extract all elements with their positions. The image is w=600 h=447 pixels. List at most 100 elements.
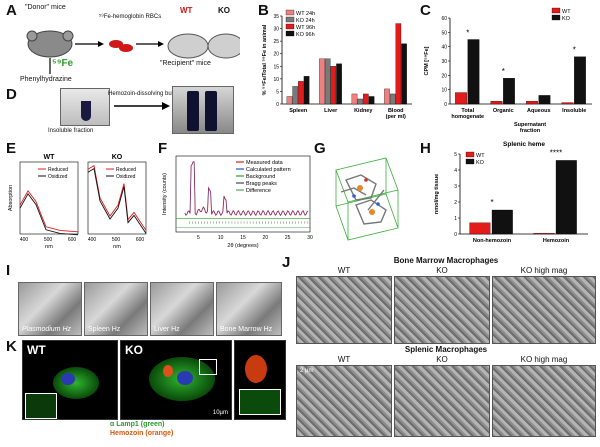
fe-label: ⁵⁹Fe: [52, 58, 74, 69]
series-line: [19, 189, 79, 233]
legend-label: KO: [476, 160, 485, 166]
category-label: Kidney: [354, 108, 373, 114]
group-label: Supernatant: [514, 122, 546, 128]
category-label: (per ml): [386, 114, 406, 120]
bm-col-ko-high: KO high mag: [520, 266, 568, 275]
series-line: [87, 164, 147, 231]
legend-swatch: [551, 7, 561, 14]
significance-mark: *: [490, 198, 493, 207]
bar: [319, 58, 325, 105]
bar: [526, 100, 538, 105]
significance-mark: *: [466, 29, 469, 38]
legend-label: Difference: [246, 188, 271, 194]
legend-label: WT 24h: [296, 11, 315, 17]
ko-recipient-label: KO: [218, 6, 230, 15]
y-axis-label: % ⁵⁹Fe/Total ⁵⁹Fe in animal: [262, 24, 268, 95]
fluor-ko-label: KO: [125, 343, 143, 357]
bar: [368, 96, 375, 105]
x-tick-label: 25: [285, 235, 291, 241]
y-tick-label: 5: [276, 89, 279, 95]
legend-label: WT 96h: [296, 25, 315, 31]
legend-swatch: [285, 9, 295, 16]
y-tick-label: 5: [454, 152, 457, 158]
bar: [555, 160, 577, 235]
sp-col-ko: KO: [436, 355, 448, 364]
y-tick-label: 0: [454, 232, 457, 238]
panel-k-label: K: [6, 338, 17, 355]
x-tick-label: 10: [218, 235, 224, 241]
x-tick-label: 500: [112, 237, 121, 243]
panel-e-label: E: [6, 140, 17, 157]
buffer-label: Hemozoin-dissolving buffer: [108, 91, 181, 97]
legend-label: KO 24h: [296, 18, 315, 24]
insoluble-fraction-label: Insoluble fraction: [48, 128, 94, 134]
bar: [538, 95, 551, 105]
chart-title: Splenic heme: [503, 141, 545, 148]
category-label: Liver: [324, 108, 338, 114]
panel-d-label: D: [6, 86, 17, 103]
y-tick-label: 60: [441, 16, 447, 22]
bar: [298, 81, 304, 105]
donor-label: "Donor" mice: [25, 4, 66, 11]
legend-hemozoin: Hemozoin (orange): [110, 430, 174, 437]
y-tick-label: 15: [273, 64, 279, 70]
panel-i-label: I: [6, 262, 11, 279]
insoluble-fraction-photo: [60, 88, 110, 126]
x-tick-label: 400: [20, 237, 29, 243]
legend-label: Oxidized: [116, 174, 136, 180]
legend-label: WT: [476, 153, 485, 159]
bar: [384, 88, 390, 105]
x-tick-label: 500: [44, 237, 53, 243]
bar: [292, 86, 298, 105]
category-label: Total: [461, 108, 474, 114]
category-label: Spleen: [289, 108, 308, 114]
bar: [490, 100, 503, 105]
bar: [503, 78, 515, 105]
arrow-icon: [114, 102, 170, 110]
legend-label: KO: [562, 16, 571, 22]
category-label: Blood: [388, 108, 404, 114]
bar: [455, 92, 467, 105]
bar: [467, 39, 480, 105]
bar: [363, 93, 369, 105]
drug-label: Phenylhydrazine: [20, 76, 72, 83]
panel-a-label: A: [6, 2, 17, 19]
y-axis-label: Absorption: [8, 185, 14, 211]
em-sp-ko: [394, 365, 490, 437]
panel-g-label: G: [314, 140, 326, 157]
y-tick-label: 10: [273, 77, 279, 83]
x-tick-label: 600: [68, 237, 77, 243]
recipient-ko-mouse-icon: [207, 33, 240, 59]
category-label: Aqueous: [527, 108, 551, 114]
legend-label: WT: [562, 9, 571, 15]
subplot-title: WT: [44, 154, 56, 161]
y-tick-label: 35: [273, 14, 279, 20]
x-axis-label: 2θ (degrees): [227, 243, 258, 249]
y-tick-label: 3: [454, 184, 457, 190]
bm-macrophages-title: Bone Marrow Macrophages: [393, 256, 499, 265]
legend-lamp1: α Lamp1 (green): [110, 421, 165, 428]
bar: [469, 222, 491, 235]
dissolved-photo: [172, 86, 234, 134]
x-axis-label: nm: [45, 244, 53, 250]
bar: [357, 98, 363, 105]
bar: [336, 63, 342, 105]
y-tick-label: 4: [454, 168, 457, 174]
bar: [286, 96, 293, 105]
x-tick-label: 20: [263, 235, 269, 241]
wt-recipient-label: WT: [180, 6, 193, 15]
y-tick-label: 0: [276, 102, 279, 108]
chart-f: 5 10 15 20 25 30 2θ (degrees) Intensity (counts…: [162, 155, 313, 249]
hz-image-liver: Liver Hz: [150, 282, 214, 336]
bm-col-wt: WT: [337, 266, 351, 275]
hz-caption-liver: Liver Hz: [154, 326, 180, 333]
series-line: [19, 192, 79, 236]
em-bm-ko: [394, 276, 490, 344]
category-label: Hemozoin: [543, 238, 570, 244]
legend-label: Measured data: [246, 160, 284, 166]
y-tick-label: 0: [444, 102, 447, 108]
category-label: Non-hemozoin: [473, 238, 512, 244]
x-tick-label: 5: [197, 235, 200, 241]
fluor-wt: WT: [22, 340, 118, 420]
